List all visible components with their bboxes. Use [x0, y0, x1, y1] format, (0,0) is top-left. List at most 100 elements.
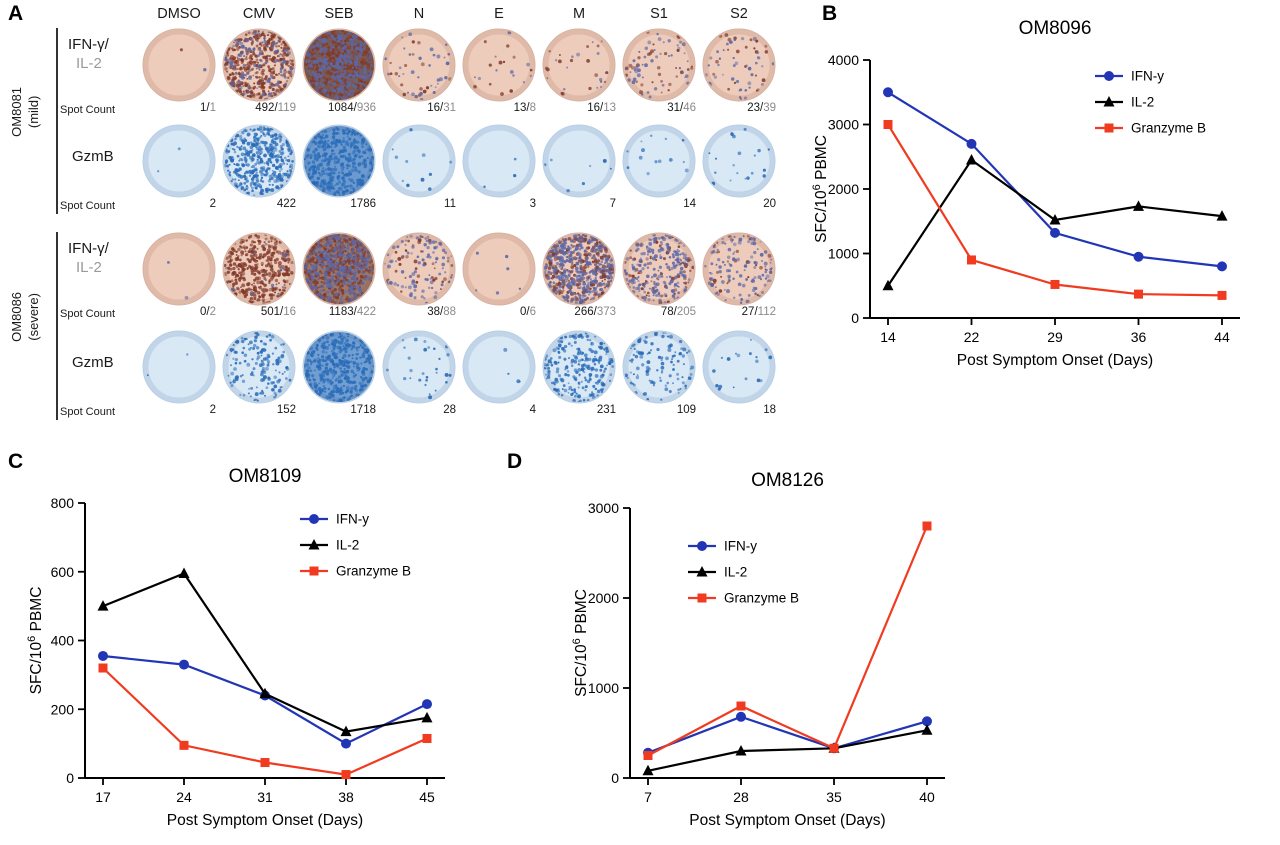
legend-label: IL-2 — [336, 538, 359, 553]
x-tick-label: 36 — [1131, 329, 1147, 345]
data-point — [1104, 123, 1114, 133]
spot-dots — [544, 158, 612, 193]
spot-dots — [704, 234, 773, 304]
elispot-well — [702, 330, 776, 404]
data-point — [341, 738, 351, 749]
y-tick-label: 0 — [611, 770, 619, 786]
spot-count-value: 0/6 — [519, 306, 536, 318]
data-point — [341, 770, 351, 780]
elispot-well — [622, 124, 696, 198]
data-point — [98, 650, 108, 661]
patient-severity: (mild) — [26, 95, 41, 129]
spot-dots — [391, 128, 453, 191]
assay-label-ifng: IFN-γ/ — [68, 36, 109, 53]
y-axis-label: SFC/106 PBMC — [571, 589, 590, 697]
elispot-well — [462, 232, 536, 306]
panel-c-chart: C 0 200 400 600 800 17 24 31 38 45 OM8109 Post Sympt… — [0, 448, 490, 845]
spot-count-value: 16/31 — [427, 102, 456, 114]
spot-dots — [157, 147, 181, 173]
spot-dots — [179, 48, 207, 72]
data-point — [309, 566, 319, 576]
y-axis-label: SFC/106 PBMC — [811, 135, 830, 243]
data-point — [1133, 251, 1144, 262]
patient-label: OM8081 (mild) — [9, 32, 43, 192]
spot-count-value: 492/119 — [255, 102, 296, 114]
spot-count-label: Spot Count — [60, 104, 116, 116]
assay-label-gzmb: GzmB — [72, 148, 114, 165]
spot-count-value: 16/13 — [587, 102, 616, 114]
spot-count-value: 2 — [209, 404, 216, 416]
legend-label: IFN-y — [1131, 69, 1164, 84]
patient-severity: (severe) — [26, 293, 41, 341]
data-point — [642, 764, 654, 776]
data-point — [882, 279, 894, 291]
data-point — [340, 725, 352, 737]
x-tick-label: 45 — [419, 789, 435, 805]
data-point — [309, 514, 319, 524]
spot-dots — [483, 157, 517, 189]
data-point — [883, 120, 893, 129]
spot-dots — [386, 337, 452, 400]
elispot-well — [702, 232, 776, 306]
elispot-well — [622, 232, 696, 306]
elispot-well — [142, 124, 216, 198]
panel-d-chart: D 0 1000 2000 3000 7 28 35 40 OM8126 Post Symptom … — [495, 448, 980, 845]
data-point — [97, 600, 109, 611]
spot-count-value: 0/2 — [199, 306, 216, 318]
spot-count-value: 1084/936 — [328, 102, 376, 114]
x-tick-label: 29 — [1047, 329, 1063, 345]
data-point — [922, 716, 932, 727]
patient-label: OM8086 (severe) — [9, 237, 43, 397]
data-point — [179, 659, 189, 670]
elispot-well — [622, 330, 696, 404]
series-line-IFN-y — [647, 715, 928, 754]
x-axis-label: Post Symptom Onset (Days) — [957, 352, 1153, 369]
elispot-well — [222, 232, 296, 306]
data-point — [178, 567, 190, 578]
data-point — [829, 743, 839, 753]
column-header-s1: S1 — [650, 6, 668, 22]
spot-count-label: Spot Count — [60, 308, 116, 320]
patient-id: OM8086 — [9, 291, 25, 342]
column-header-m: M — [572, 6, 586, 22]
elispot-well — [702, 124, 776, 198]
elispot-well — [302, 28, 376, 102]
x-tick-label: 17 — [95, 789, 111, 805]
y-tick-label: 1000 — [588, 680, 619, 696]
column-header-s2: S2 — [730, 6, 748, 22]
panel-a-label: A — [8, 2, 24, 25]
spot-count-value: 231 — [596, 404, 616, 416]
data-point — [736, 701, 746, 711]
spot-dots — [712, 338, 773, 391]
elispot-well — [542, 232, 616, 306]
spot-count-value: 1786 — [350, 198, 376, 210]
spot-count-value: 14 — [683, 198, 696, 210]
spot-dots — [503, 347, 521, 384]
chart-title: OM8126 — [751, 470, 824, 491]
elispot-well — [462, 124, 536, 198]
spot-count-label: Spot Count — [60, 406, 116, 418]
assay-label-il2: IL-2 — [76, 259, 102, 276]
spot-dots — [708, 127, 770, 186]
spot-count-value: 501/16 — [260, 306, 296, 318]
data-point — [422, 699, 432, 710]
x-tick-label: 44 — [1214, 329, 1230, 345]
elispot-well — [462, 330, 536, 404]
data-point — [696, 566, 708, 577]
legend-label: IFN-y — [724, 539, 757, 554]
series-line-IL-2 — [647, 729, 928, 772]
data-point — [883, 87, 893, 98]
data-point — [735, 745, 747, 756]
y-tick-label: 3000 — [828, 117, 859, 133]
data-point — [1216, 210, 1228, 221]
panel-b-chart: B 0 1000 2000 3000 4000 14 22 29 36 44 OM8096 Post S… — [810, 0, 1280, 380]
data-point — [1049, 213, 1061, 225]
data-point — [922, 521, 932, 531]
spot-count-value: 2 — [209, 198, 216, 210]
x-tick-label: 22 — [964, 329, 980, 345]
series-line-IFN-y — [887, 91, 1223, 268]
spot-count-value: 31/46 — [667, 102, 696, 114]
x-tick-label: 31 — [257, 789, 273, 805]
y-axis-label: SFC/106 PBMC — [26, 587, 45, 695]
